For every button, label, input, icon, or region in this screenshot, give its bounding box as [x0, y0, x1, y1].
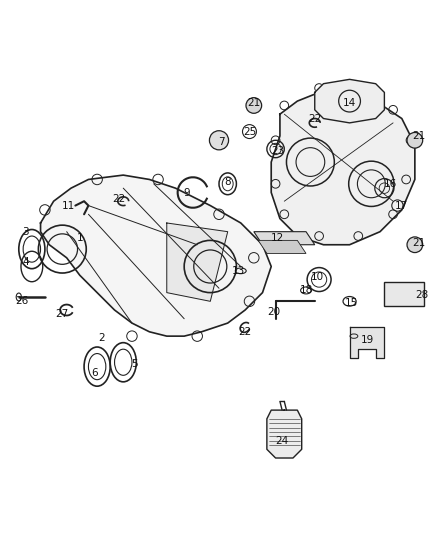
- Polygon shape: [254, 232, 315, 245]
- Circle shape: [209, 131, 229, 150]
- Polygon shape: [167, 223, 228, 301]
- Text: 10: 10: [311, 272, 324, 282]
- Polygon shape: [315, 79, 385, 123]
- Text: 8: 8: [224, 176, 231, 187]
- Text: 12: 12: [271, 233, 284, 243]
- Polygon shape: [271, 92, 415, 245]
- Text: 9: 9: [183, 188, 190, 198]
- Polygon shape: [258, 240, 306, 254]
- Text: 2: 2: [98, 333, 105, 343]
- Polygon shape: [267, 410, 302, 458]
- Text: 22: 22: [308, 114, 321, 124]
- Text: 25: 25: [243, 126, 256, 136]
- Text: 4: 4: [22, 257, 28, 267]
- Text: 16: 16: [384, 179, 398, 189]
- Text: 21: 21: [413, 131, 426, 141]
- Text: 13: 13: [232, 266, 245, 276]
- Polygon shape: [350, 327, 385, 358]
- Text: 22: 22: [238, 327, 252, 337]
- Text: 22: 22: [112, 194, 126, 204]
- Text: 3: 3: [22, 227, 28, 237]
- Text: 19: 19: [360, 335, 374, 345]
- Polygon shape: [41, 175, 271, 336]
- Text: 23: 23: [271, 146, 284, 156]
- Text: 27: 27: [56, 309, 69, 319]
- Text: 6: 6: [92, 368, 98, 378]
- Text: 7: 7: [218, 138, 225, 148]
- Text: 26: 26: [16, 296, 29, 306]
- Circle shape: [407, 133, 423, 148]
- Circle shape: [246, 98, 261, 114]
- Text: 15: 15: [345, 298, 358, 309]
- FancyBboxPatch shape: [385, 282, 424, 305]
- Text: 1: 1: [76, 233, 83, 243]
- Text: 28: 28: [415, 290, 428, 300]
- Text: 21: 21: [247, 98, 261, 108]
- Text: 21: 21: [413, 238, 426, 247]
- Text: 11: 11: [62, 200, 75, 211]
- Text: 14: 14: [343, 98, 356, 108]
- Text: 24: 24: [276, 435, 289, 446]
- Text: 18: 18: [300, 286, 313, 295]
- Circle shape: [407, 237, 423, 253]
- Text: 17: 17: [395, 200, 408, 211]
- Text: 20: 20: [267, 307, 280, 317]
- Text: 5: 5: [131, 359, 138, 369]
